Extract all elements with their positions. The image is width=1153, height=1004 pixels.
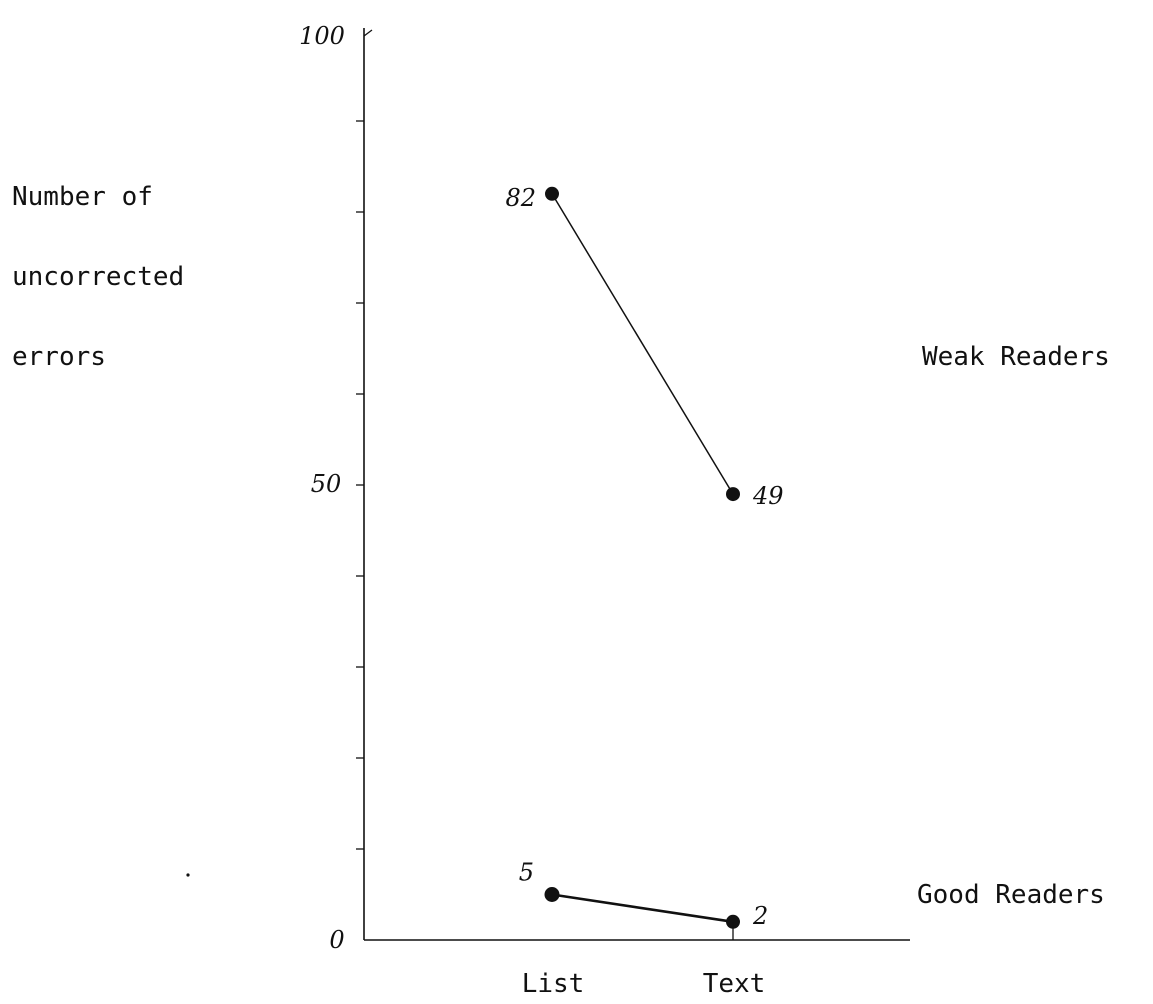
series-label-weak-readers: Weak Readers — [922, 342, 1110, 372]
data-label-weak-text: 49 — [752, 482, 784, 510]
y-tick-label-50: 50 — [311, 470, 342, 498]
x-tick-label-list: List — [522, 969, 585, 999]
data-point-weak-list — [545, 186, 559, 201]
data-point-weak-text — [726, 487, 740, 502]
y-axis-title-line-1: Number of — [12, 182, 153, 212]
data-label-good-text: 2 — [752, 902, 768, 930]
x-tick-label-text: Text — [703, 969, 766, 999]
series-line-good-readers — [551, 893, 734, 924]
y-axis-title-line-2: uncorrected — [12, 262, 184, 292]
y-minor-ticks — [356, 120, 364, 850]
y-axis-top-cap — [363, 29, 373, 37]
y-axis-title-line-3: errors — [12, 342, 106, 372]
data-point-good-list — [544, 887, 560, 902]
data-label-good-list: 5 — [519, 859, 534, 887]
series-label-good-readers: Good Readers — [917, 880, 1105, 910]
y-tick-label-100: 100 — [299, 22, 345, 50]
series-line-weak-readers — [551, 193, 734, 495]
y-tick-label-0: 0 — [329, 926, 344, 954]
data-label-weak-list: 82 — [505, 184, 536, 212]
y-axis-title: Number of uncorrected errors — [12, 182, 184, 372]
stray-dot — [186, 873, 190, 877]
